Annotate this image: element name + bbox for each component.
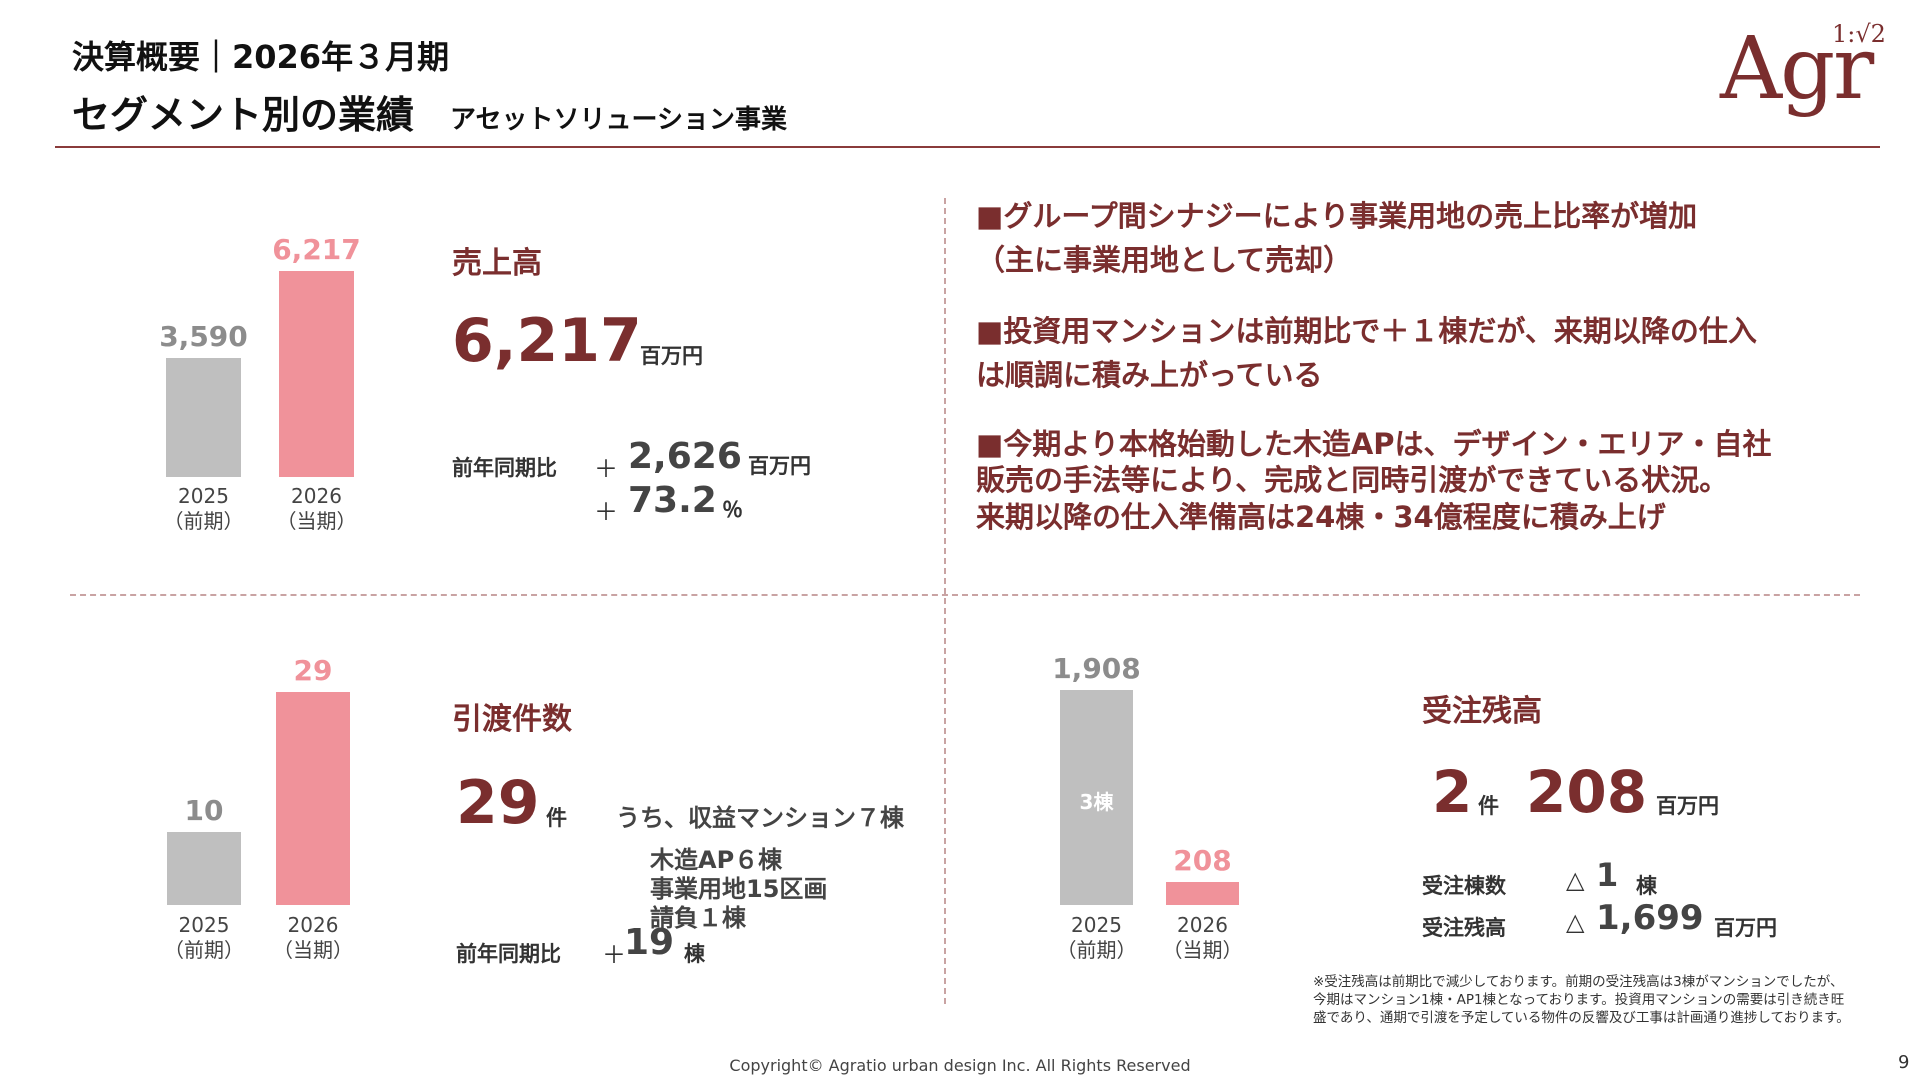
delivery-yoy-sign: ＋ [602, 941, 626, 969]
vertical-divider [944, 198, 946, 1004]
x-axis-label: 2025 （前期） [1035, 913, 1158, 963]
delivery-title: 引渡件数 [452, 702, 572, 737]
sales-value: 6,217 [452, 306, 642, 376]
bar-previous [166, 358, 241, 477]
x-axis-year: 2025 [1071, 913, 1122, 937]
backlog-row1-sign: △ [1566, 866, 1585, 894]
bar-current [1166, 881, 1239, 905]
bullet-2: ■投資用マンションは前期比で＋１棟だが、来期以降の仕入 は順調に積み上がっている [976, 310, 1757, 397]
delivery-breakdown-3: 事業用地15区画 [650, 875, 828, 903]
x-axis-year: 2025 [178, 484, 229, 508]
bullet-3-line-3: 来期以降の仕入準備高は24棟・34億程度に積み上げ [976, 499, 1666, 534]
delivery-breakdown-4: 請負１棟 [650, 904, 746, 932]
x-axis-label: 2026 （当期） [251, 913, 375, 963]
horizontal-divider [70, 594, 1860, 596]
x-axis-label: 2025 （前期） [141, 484, 266, 534]
deck-title: 決算概要｜2026年３月期 [72, 38, 450, 76]
copyright: Copyright© Agratio urban design Inc. All… [729, 1056, 1191, 1075]
x-axis-period: （当期） [273, 938, 353, 962]
bullet-3-line-2: 販売の手法等により、完成と同時引渡ができている状況。 [976, 463, 1729, 498]
x-axis-label: 2026 （当期） [1141, 913, 1264, 963]
delivery-unit: 件 [546, 806, 567, 830]
x-axis-year: 2025 [178, 913, 230, 937]
x-axis-year: 2026 [1177, 913, 1228, 937]
bar-value-label: 208 [1173, 843, 1232, 877]
bullet-2-line-1: ■投資用マンションは前期比で＋１棟だが、来期以降の仕入 [976, 314, 1757, 348]
bar-value-label: 1,908 [1052, 652, 1141, 685]
bar-inner-label: 3棟 [1079, 789, 1114, 814]
x-axis-period: （当期） [1162, 938, 1243, 962]
x-axis-period: （前期） [1056, 938, 1137, 962]
sales-diff-value: 2,626 [628, 436, 742, 477]
backlog-row1-value: 1 [1596, 856, 1619, 894]
delivery-yoy-label: 前年同期比 [456, 942, 561, 966]
page-title: セグメント別の業績 アセットソリューション事業 [72, 84, 787, 139]
backlog-note: ※受注残高は前期比で減少しております。前期の受注残高は3棟がマンションでしたが、… [1313, 974, 1850, 1027]
x-axis-year: 2026 [291, 484, 342, 508]
backlog-amount-unit: 百万円 [1656, 794, 1719, 818]
company-logo: Agr 1:√2 [1720, 18, 1886, 130]
logo-text: Agr [1720, 19, 1874, 119]
backlog-row2-label: 受注残高 [1422, 916, 1506, 940]
bar-value-label: 6,217 [272, 233, 361, 266]
bar-value-label: 29 [293, 654, 333, 687]
bullet-3-line-1: ■今期より本格始動した木造APは、デザイン・エリア・自社 [976, 427, 1772, 461]
delivery-breakdown-1: うち、収益マンション７棟 [616, 804, 904, 832]
x-axis-period: （前期） [164, 938, 244, 962]
bullet-1: ■グループ間シナジーにより事業用地の売上比率が増加 （主に事業用地として売却） [976, 195, 1697, 282]
segment-name: アセットソリューション事業 [450, 105, 787, 135]
backlog-row1-label: 受注棟数 [1422, 874, 1506, 898]
sales-pct-unit: ％ [722, 498, 743, 522]
bullet-3: ■今期より本格始動した木造APは、デザイン・エリア・自社 販売の手法等により、完… [976, 426, 1772, 535]
bar-value-label: 10 [184, 793, 224, 827]
bar-previous [1060, 690, 1133, 905]
x-axis-period: （当期） [276, 509, 357, 533]
bar-current [276, 692, 350, 905]
delivery-value: 29 [456, 768, 540, 838]
bullet-1-line-1: ■グループ間シナジーにより事業用地の売上比率が増加 [976, 199, 1698, 233]
bar-value-label: 3,590 [159, 320, 248, 354]
backlog-row2-value: 1,699 [1596, 898, 1704, 938]
delivery-breakdown-2: 木造AP６棟 [650, 846, 783, 874]
logo-ratio: 1:√2 [1832, 20, 1886, 48]
sales-pct-value: 73.2 [628, 480, 717, 521]
backlog-row2-sign: △ [1566, 908, 1585, 936]
delivery-yoy-value: 19 [624, 922, 675, 963]
backlog-row1-unit: 棟 [1636, 874, 1657, 898]
page-number: 9 [1898, 1052, 1910, 1073]
sales-title: 売上高 [452, 246, 542, 281]
bar-current [279, 271, 354, 477]
sales-unit: 百万円 [640, 344, 703, 368]
header-divider [55, 146, 1880, 148]
bar-previous [167, 831, 241, 905]
backlog-count-unit: 件 [1478, 794, 1499, 818]
sales-diff-unit: 百万円 [748, 454, 811, 478]
delivery-yoy-unit: 棟 [684, 942, 705, 966]
backlog-row2-unit: 百万円 [1714, 916, 1777, 940]
sales-diff-sign: ＋ [594, 455, 618, 483]
bullet-2-line-2: は順調に積み上がっている [976, 357, 1323, 392]
sales-yoy-label: 前年同期比 [452, 456, 557, 480]
x-axis-year: 2026 [287, 913, 339, 937]
backlog-count-value: 2 [1432, 758, 1473, 826]
bullet-1-line-2: （主に事業用地として売却） [976, 242, 1353, 277]
backlog-title: 受注残高 [1422, 694, 1542, 729]
x-axis-label: 2026 （当期） [254, 484, 379, 534]
x-axis-period: （前期） [163, 509, 244, 533]
sales-pct-sign: ＋ [594, 498, 618, 526]
backlog-amount-value: 208 [1526, 758, 1648, 826]
page-title-text: セグメント別の業績 [72, 93, 415, 137]
x-axis-label: 2025 （前期） [142, 913, 266, 963]
